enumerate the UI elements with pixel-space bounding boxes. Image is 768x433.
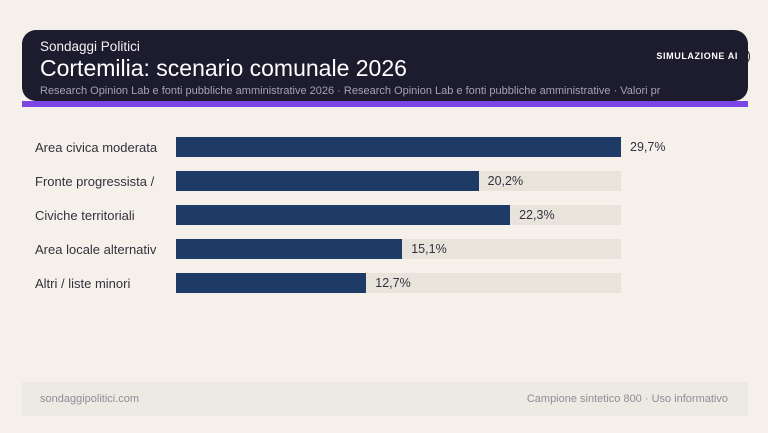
bar-label: Area civica moderata (35, 139, 158, 155)
bar-label: Civiche territoriali (35, 207, 135, 223)
bar-label: Fronte progressista / (35, 173, 155, 189)
simulation-ai-badge: SIMULAZIONE AI (644, 47, 750, 66)
bar-value: 22,3% (519, 208, 555, 222)
chart-row: Altri / liste minori 12,7% (35, 273, 621, 293)
chart-row: Civiche territoriali 22,3% (35, 205, 621, 225)
accent-bar (22, 101, 748, 107)
bar-label: Area locale alternativ (35, 241, 157, 257)
page-title: Cortemilia: scenario comunale 2026 (40, 55, 407, 82)
chart-row: Area civica moderata 29,7% (35, 137, 665, 157)
bar-value: 20,2% (487, 174, 524, 188)
header-card: Sondaggi Politici Cortemilia: scenario c… (22, 30, 748, 101)
bar-fill (176, 171, 479, 191)
bar-fill (176, 205, 511, 225)
footer-bar: sondaggipolitici.com Campione sintetico … (22, 382, 748, 416)
chart-row: Area locale alternativ 15,1% (35, 239, 621, 259)
bar-value: 15,1% (411, 242, 447, 256)
bar-chart: Area civica moderata 29,7% Fronte progre… (0, 107, 768, 293)
bar-track: 29,7% (176, 137, 665, 157)
bar-track: 20,2% (176, 171, 621, 191)
bar-fill (176, 239, 403, 259)
footer-note: Campione sintetico 800 · Uso informativo (526, 393, 728, 405)
bar-track: 15,1% (176, 239, 621, 259)
chart-row: Fronte progressista / 20,2% (35, 171, 621, 191)
bar-value: 12,7% (375, 276, 411, 290)
bar-fill (176, 273, 367, 293)
bar-label: Altri / liste minori (35, 275, 131, 291)
footer-source: sondaggipolitici.com (40, 393, 140, 405)
bar-fill (176, 137, 621, 157)
bar-track: 12,7% (176, 273, 621, 293)
bar-value: 29,7% (630, 140, 666, 154)
chart-rows: Area civica moderata 29,7% Fronte progre… (35, 137, 665, 293)
chart-subtitle: Research Opinion Lab e fonti pubbliche a… (40, 84, 661, 97)
bar-track: 22,3% (176, 205, 621, 225)
brand-label: Sondaggi Politici (40, 39, 140, 54)
